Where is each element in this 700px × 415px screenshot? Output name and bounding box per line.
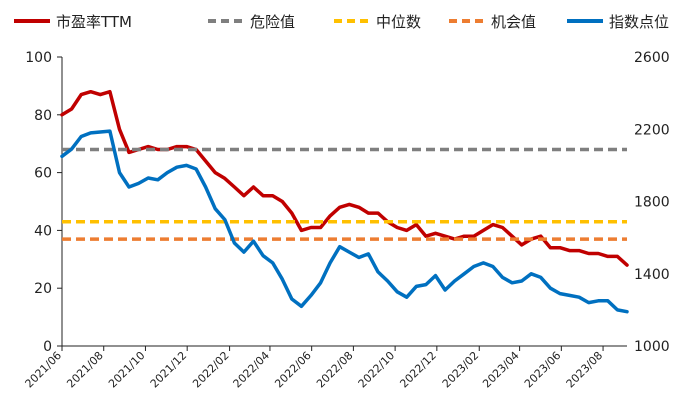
x-tick-label: 2023/02 [440, 349, 482, 391]
x-tick-label: 2023/04 [480, 349, 522, 391]
x-tick-label: 2021/12 [148, 349, 190, 391]
x-tick-label: 2022/06 [272, 349, 314, 391]
x-tick-label: 2021/10 [106, 349, 148, 391]
x-tick-label: 2022/08 [314, 349, 356, 391]
legend: 市盈率TTM 危险值 中位数 机会值 指数点位 [14, 13, 669, 31]
right-tick-label: 1800 [634, 195, 670, 211]
x-tick-label: 2022/04 [231, 349, 273, 391]
left-tick-label: 80 [34, 108, 52, 124]
legend-label-1: 危险值 [250, 13, 295, 31]
legend-label-3: 机会值 [491, 13, 536, 31]
left-tick-label: 0 [43, 339, 52, 355]
x-tick-label: 2021/08 [64, 349, 106, 391]
right-tick-label: 2200 [634, 122, 670, 138]
legend-label-4: 指数点位 [609, 13, 669, 31]
x-tick-label: 2022/02 [190, 349, 232, 391]
left-tick-label: 40 [34, 223, 52, 239]
legend-label-0: 市盈率TTM [56, 13, 132, 31]
right-tick-label: 1000 [634, 339, 670, 355]
left-tick-label: 20 [34, 281, 52, 297]
left-tick-label: 60 [34, 166, 52, 182]
legend-label-2: 中位数 [376, 13, 421, 31]
index-level-line [60, 129, 629, 314]
x-tick-label: 2021/06 [23, 349, 65, 391]
x-tick-label: 2022/12 [397, 349, 439, 391]
left-tick-label: 100 [25, 50, 52, 66]
right-tick-label: 2600 [634, 50, 670, 66]
right-tick-label: 1400 [634, 267, 670, 283]
x-tick-label: 2023/08 [564, 349, 606, 391]
series-group [60, 89, 629, 314]
x-tick-label: 2023/06 [522, 349, 564, 391]
x-tick-label: 2022/10 [356, 349, 398, 391]
